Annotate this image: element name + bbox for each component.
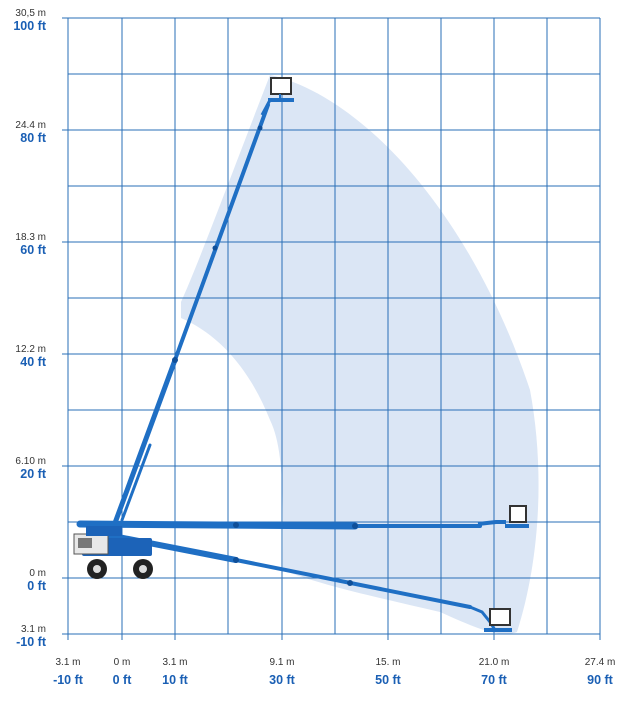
x-tick-label-m: 27.4 m bbox=[585, 657, 616, 668]
x-tick-label-ft: -10 ft bbox=[53, 673, 84, 687]
x-tick-label-m: 21.0 m bbox=[479, 657, 510, 668]
y-tick-label-m: 6.10 m bbox=[15, 456, 46, 467]
y-tick-label-m: 18.3 m bbox=[15, 232, 46, 243]
y-tick-label-m: 0 m bbox=[29, 568, 46, 579]
x-tick-label-m: 15. m bbox=[375, 657, 400, 668]
y-tick-label-m: 30,5 m bbox=[15, 8, 46, 19]
y-tick-label-ft: 20 ft bbox=[20, 467, 47, 481]
y-tick-label-m: 24.4 m bbox=[15, 120, 46, 131]
platform-below-grade bbox=[484, 608, 512, 632]
x-tick-label-ft: 70 ft bbox=[481, 673, 508, 687]
y-tick-label-ft: 60 ft bbox=[20, 243, 47, 257]
machine-chassis bbox=[73, 526, 153, 579]
x-tick-label-ft: 10 ft bbox=[162, 673, 189, 687]
x-tick-label-m: 0 m bbox=[114, 657, 131, 668]
boom-horizontal bbox=[76, 520, 506, 530]
platform-raised bbox=[268, 77, 294, 102]
x-tick-label-ft: 0 ft bbox=[113, 673, 133, 687]
y-tick-label-ft: 0 ft bbox=[27, 579, 47, 593]
x-tick-label-m: 3.1 m bbox=[55, 657, 80, 668]
x-tick-label-ft: 90 ft bbox=[587, 673, 614, 687]
y-tick-label-ft: 80 ft bbox=[20, 131, 47, 145]
platform-horizontal bbox=[505, 505, 529, 528]
y-tick-label-ft: 40 ft bbox=[20, 355, 47, 369]
x-tick-label-m: 9.1 m bbox=[269, 657, 294, 668]
y-tick-label-m: 3.1 m bbox=[21, 624, 46, 635]
y-tick-label-ft: 100 ft bbox=[13, 19, 46, 33]
x-tick-label-m: 3.1 m bbox=[162, 657, 187, 668]
y-tick-label-m: 12.2 m bbox=[15, 344, 46, 355]
x-axis-labels: 3.1 m -10 ft 0 m 0 ft 3.1 m 10 ft 9.1 m 30 ft 15… bbox=[53, 657, 615, 687]
x-tick-label-ft: 50 ft bbox=[375, 673, 402, 687]
y-tick-label-ft: -10 ft bbox=[16, 635, 47, 649]
x-tick-label-ft: 30 ft bbox=[269, 673, 296, 687]
